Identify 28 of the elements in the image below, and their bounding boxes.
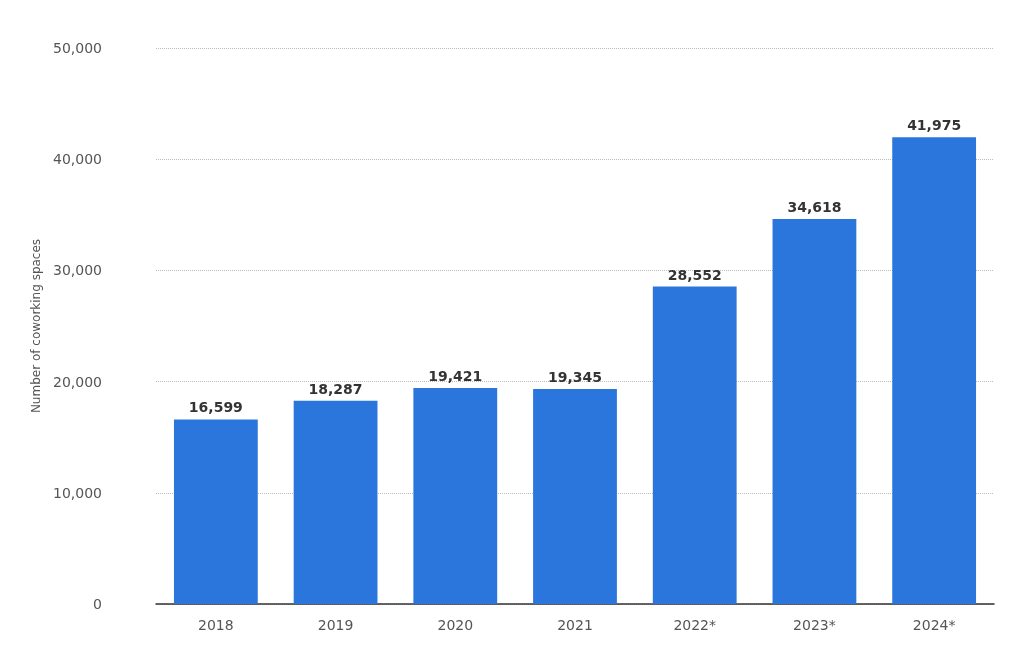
bar (413, 388, 498, 604)
y-tick-label: 50,000 (53, 40, 102, 56)
y-tick-label: 10,000 (53, 484, 102, 501)
y-axis-title: Number of coworking spaces (29, 238, 44, 414)
data-label: 41,975 (907, 117, 962, 134)
x-tick-label: 2022* (673, 617, 717, 633)
data-label: 18,287 (308, 380, 363, 397)
bar (533, 388, 617, 604)
bar (173, 419, 258, 604)
data-label: 16,599 (188, 399, 243, 416)
bar (772, 219, 857, 604)
data-label: 28,552 (667, 266, 722, 283)
data-label: 19,421 (428, 368, 483, 385)
bar (652, 286, 737, 604)
y-tick-label: 20,000 (53, 373, 102, 390)
x-tick-label: 2023* (793, 617, 836, 633)
bar (293, 400, 378, 604)
x-tick-label: 2018 (198, 617, 234, 633)
x-tick-label: 2024* (912, 617, 956, 633)
x-tick-label: 2019 (317, 617, 354, 633)
y-tick-label: 0 (93, 596, 102, 612)
y-tick-label: 30,000 (53, 262, 102, 279)
data-label: 34,618 (787, 199, 842, 216)
x-tick-label: 2021 (557, 617, 593, 633)
y-tick-label: 40,000 (53, 151, 102, 168)
bar (892, 137, 977, 604)
x-tick-label: 2020 (437, 617, 474, 633)
data-label: 19,345 (547, 368, 603, 385)
